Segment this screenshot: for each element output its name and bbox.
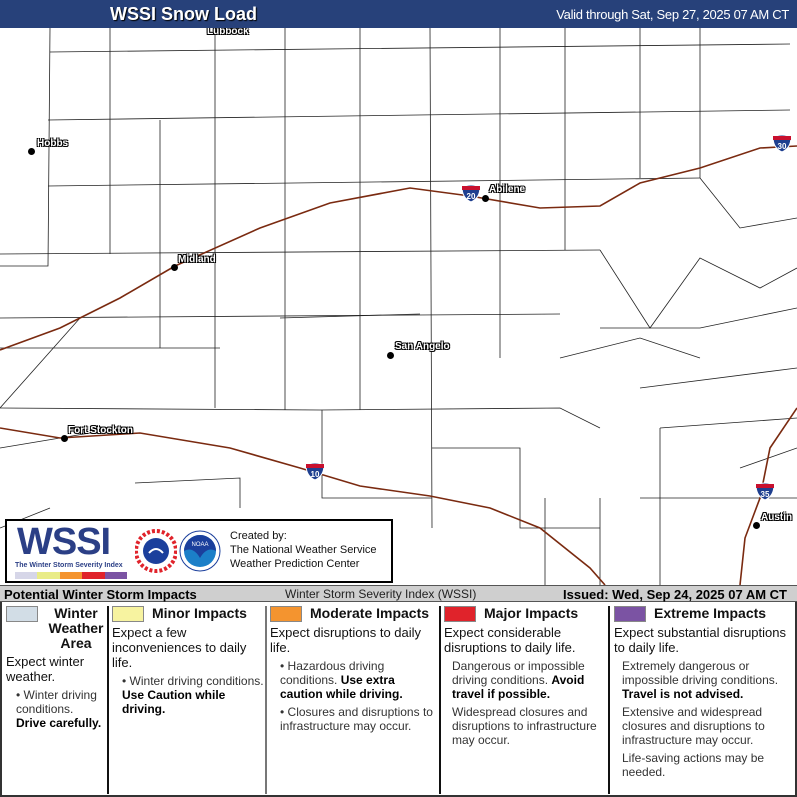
legend-bullet: • Winter driving conditions. Drive caref…: [16, 688, 102, 730]
legend-heading: Moderate Impacts: [270, 606, 440, 622]
wssi-subtitle: The Winter Storm Severity Index: [15, 562, 123, 569]
wssi-color-bar: [15, 572, 128, 579]
org-wpc: Weather Prediction Center: [230, 558, 360, 570]
nws-logo-icon: [135, 529, 177, 573]
city-label-midland: Midland: [178, 254, 216, 265]
legend-label: Winter Weather Area: [48, 605, 104, 651]
legend-bullet: • Hazardous driving conditions. Use extr…: [280, 659, 403, 701]
map[interactable]: Hobbs Lubbock Abilene Midland San Angelo…: [0, 28, 797, 585]
legend-heading: Extreme Impacts: [614, 606, 794, 622]
legend-heading: Winter Weather Area: [6, 606, 106, 651]
legend-summary: Expect substantial disruptions to daily …: [614, 625, 786, 655]
legend-divider: [107, 606, 109, 794]
legend-item: Moderate Impacts Expect disruptions to da…: [270, 606, 440, 794]
impact-legend: Winter Weather Area Expect winter weather…: [0, 602, 797, 797]
svg-text:35: 35: [761, 490, 770, 499]
legend-summary: Expect a few inconveniences to daily lif…: [112, 625, 247, 670]
map-title: WSSI Snow Load: [110, 4, 257, 24]
interstate-roads: [0, 145, 797, 585]
legend-label: Extreme Impacts: [654, 605, 767, 621]
impacts-title: Potential Winter Storm Impacts: [4, 587, 197, 602]
legend-swatch: [112, 606, 144, 622]
city-dot: [753, 522, 760, 529]
interstate-30-shield-icon: 30: [772, 134, 792, 152]
legend-label: Moderate Impacts: [310, 605, 430, 621]
legend-bullet: Extremely dangerous or impossible drivin…: [622, 659, 779, 701]
legend-bullet: Extensive and widespread closures and di…: [622, 705, 765, 747]
legend-summary: Expect disruptions to daily life.: [270, 625, 422, 655]
city-dot: [482, 195, 489, 202]
city-label-austin: Austin: [761, 512, 793, 523]
legend-item: Minor Impacts Expect a few inconveniences…: [112, 606, 267, 794]
legend-bullet: • Winter driving conditions. Use Caution…: [122, 674, 264, 716]
svg-text:NOAA: NOAA: [191, 542, 208, 548]
header: WSSI Snow Load Valid through Sat, Sep 27…: [0, 0, 797, 28]
legend-summary: Expect considerable disruptions to daily…: [444, 625, 576, 655]
legend-item: Winter Weather Area Expect winter weather…: [6, 606, 106, 794]
legend-divider: [439, 606, 441, 794]
city-label-lubbock: Lubbock: [207, 28, 249, 37]
legend-swatch: [270, 606, 302, 622]
legend-divider: [265, 606, 267, 794]
wssi-logo: WSSI: [17, 521, 111, 563]
legend-bullet: Widespread closures and disruptions to i…: [452, 705, 597, 747]
city-dot: [28, 148, 35, 155]
city-dot: [171, 264, 178, 271]
legend-item: Major Impacts Expect considerable disrupt…: [444, 606, 606, 794]
city-label-abilene: Abilene: [489, 184, 526, 195]
city-dot: [387, 352, 394, 359]
city-label-hobbs: Hobbs: [37, 138, 69, 149]
valid-time: Valid through Sat, Sep 27, 2025 07 AM CT: [556, 7, 789, 22]
legend-label: Minor Impacts: [152, 605, 247, 621]
city-label-fort-stockton: Fort Stockton: [68, 425, 133, 436]
interstate-20-shield-icon: 20: [461, 184, 481, 202]
svg-text:10: 10: [311, 470, 320, 479]
legend-label: Major Impacts: [484, 605, 579, 621]
noaa-logo-icon: NOAA: [179, 530, 221, 572]
legend-heading: Minor Impacts: [112, 606, 267, 622]
interstate-35-shield-icon: 35: [755, 482, 775, 500]
legend-summary: Expect winter weather.: [6, 654, 85, 684]
legend-divider: [608, 606, 610, 794]
svg-text:30: 30: [778, 142, 787, 151]
legend-swatch: [444, 606, 476, 622]
legend-bullet: • Closures and disruptions to infrastruc…: [280, 705, 433, 733]
legend-bullet: Life-saving actions may be needed.: [622, 751, 765, 779]
county-lines: [0, 28, 797, 585]
index-name: Winter Storm Severity Index (WSSI): [285, 587, 477, 601]
legend-bullet: Dangerous or impossible driving conditio…: [452, 659, 585, 701]
interstate-10-shield-icon: 10: [305, 462, 325, 480]
org-nws: The National Weather Service: [230, 544, 377, 556]
credits: Created by: The National Weather Service…: [230, 529, 377, 571]
svg-text:20: 20: [467, 192, 476, 201]
legend-item: Extreme Impacts Expect substantial disrup…: [614, 606, 794, 794]
created-by: Created by:: [230, 530, 287, 542]
footer-bar: Potential Winter Storm Impacts Winter St…: [0, 585, 797, 602]
legend-swatch: [614, 606, 646, 622]
legend-swatch: [6, 606, 38, 622]
city-label-san-angelo: San Angelo: [395, 341, 450, 352]
city-dot: [61, 435, 68, 442]
logo-panel: WSSI The Winter Storm Severity Index NOA…: [5, 519, 393, 583]
legend-heading: Major Impacts: [444, 606, 606, 622]
issued-time: Issued: Wed, Sep 24, 2025 07 AM CT: [563, 587, 787, 602]
